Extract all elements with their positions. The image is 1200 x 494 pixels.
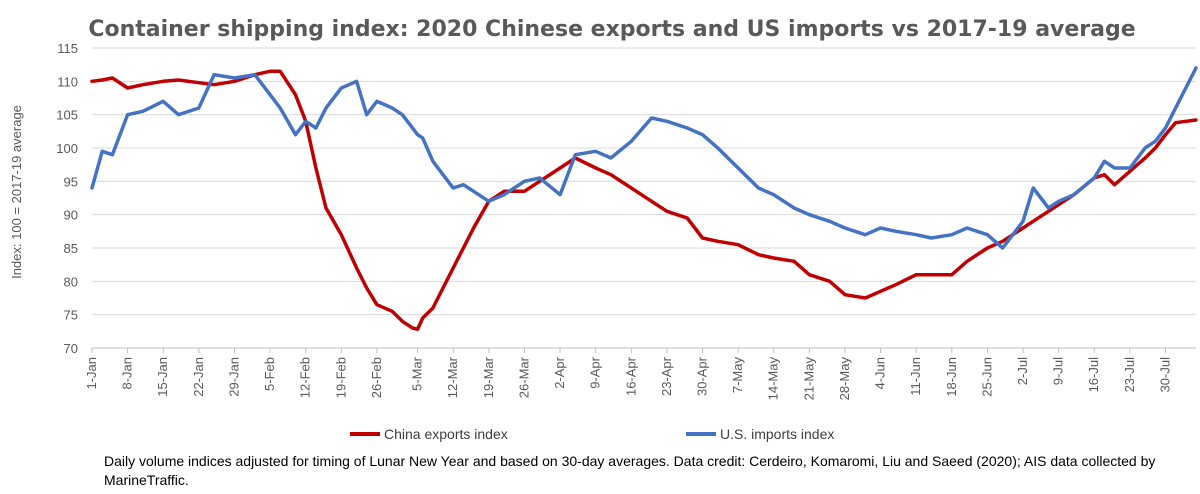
x-tick-label: 1-Jan xyxy=(84,357,99,390)
x-tick-label: 5-Feb xyxy=(262,357,277,391)
x-tick-label: 29-Jan xyxy=(226,357,241,397)
x-tick-label: 2-Apr xyxy=(552,356,567,388)
x-tick-label: 16-Apr xyxy=(623,356,638,396)
chart-caption: Daily volume indices adjusted for timing… xyxy=(104,453,1156,488)
y-tick-label: 85 xyxy=(64,241,78,256)
x-tick-label: 2-Jul xyxy=(1015,357,1030,385)
x-tick-label: 23-Apr xyxy=(659,356,674,396)
x-tick-label: 12-Feb xyxy=(298,357,313,398)
x-axis-ticks: 1-Jan 8-Jan 15-Jan 22-Jan 29-Jan 5-Feb 12-Feb 1… xyxy=(84,348,1172,400)
us-imports-line xyxy=(90,66,1198,250)
x-tick-label: 15-Jan xyxy=(155,357,170,397)
x-tick-label: 9-Jul xyxy=(1051,357,1066,385)
y-tick-label: 105 xyxy=(56,108,78,123)
x-tick-label: 16-Jul xyxy=(1086,357,1101,393)
x-tick-label: 11-Jun xyxy=(908,357,923,396)
y-tick-label: 80 xyxy=(64,274,78,289)
legend: China exports index U.S. imports index xyxy=(350,426,834,442)
x-tick-label: 14-May xyxy=(766,357,781,401)
x-tick-label: 19-Mar xyxy=(481,356,496,398)
y-axis-label: Index: 100 = 2017-19 average xyxy=(9,105,24,279)
y-tick-label: 115 xyxy=(57,41,78,56)
y-tick-label: 70 xyxy=(64,341,78,356)
x-tick-label: 28-May xyxy=(837,357,852,401)
x-tick-label: 23-Jul xyxy=(1122,357,1137,393)
y-tick-label: 75 xyxy=(64,308,78,323)
x-tick-label: 12-Mar xyxy=(445,356,460,398)
x-tick-label: 4-Jun xyxy=(873,357,888,390)
x-tick-label: 30-Apr xyxy=(695,356,710,396)
y-tick-label: 95 xyxy=(64,174,78,189)
legend-label-us: U.S. imports index xyxy=(720,426,834,442)
x-tick-label: 7-May xyxy=(730,357,745,394)
x-tick-label: 26-Mar xyxy=(516,356,531,398)
x-tick-label: 18-Jun xyxy=(944,357,959,397)
x-tick-label: 8-Jan xyxy=(120,357,135,390)
x-tick-label: 21-May xyxy=(801,357,816,401)
series-lines xyxy=(90,66,1198,332)
y-tick-label: 110 xyxy=(57,74,78,89)
china-exports-line xyxy=(90,69,1198,332)
x-tick-label: 26-Feb xyxy=(369,357,384,398)
legend-label-china: China exports index xyxy=(384,426,508,442)
x-tick-label: 22-Jan xyxy=(191,357,206,397)
x-tick-label: 19-Feb xyxy=(333,357,348,398)
x-tick-label: 30-Jul xyxy=(1157,357,1172,393)
x-tick-label: 25-Jun xyxy=(979,357,994,397)
gridlines xyxy=(92,47,1196,316)
y-axis-ticks: 70 75 80 85 90 95 100 105 110 115 xyxy=(56,41,78,356)
x-tick-label: 9-Apr xyxy=(588,356,603,388)
y-tick-label: 90 xyxy=(64,208,78,223)
chart-title: Container shipping index: 2020 Chinese e… xyxy=(88,17,1135,42)
x-tick-label: 5-Mar xyxy=(410,356,425,391)
y-tick-label: 100 xyxy=(56,141,78,156)
